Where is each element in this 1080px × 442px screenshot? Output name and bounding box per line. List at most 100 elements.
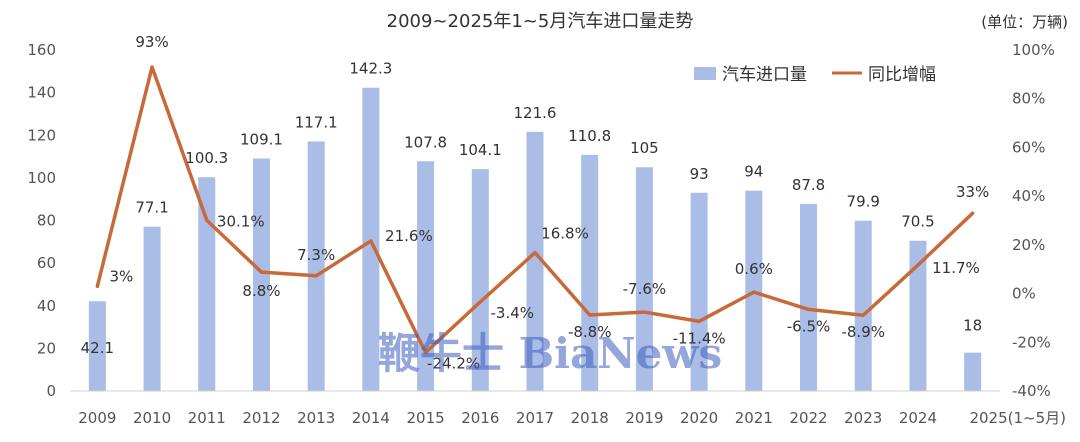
unit-note: (单位：万辆) [981,13,1068,31]
bar [581,154,599,391]
y-right-tick-label: 0% [1012,285,1036,303]
line-value-label: 3% [109,267,133,285]
line-point [916,263,920,267]
chart-title: 2009~2025年1~5月汽车进口量走势 [387,11,694,32]
x-tick-label: 2014 [352,409,390,427]
x-tick-label: 2013 [297,409,335,427]
bar-value-label: 121.6 [514,104,557,122]
line-point [697,319,701,323]
legend-bar-label: 汽车进口量 [722,65,807,85]
bar [964,352,982,391]
y-left-tick-label: 140 [27,84,56,102]
y-left-tick-label: 120 [27,126,56,144]
line-value-label: 8.8% [242,282,280,300]
line-value-label: -8.9% [841,323,885,341]
bar [526,131,544,391]
bar-value-label: 93 [690,165,709,183]
line-value-label: -24.2% [427,355,480,373]
x-tick-label: 2012 [242,409,280,427]
bar-value-label: 42.1 [81,339,114,357]
line-point [314,274,318,278]
bar [635,167,653,391]
line-point [971,211,975,215]
bar-value-label: 117.1 [295,113,338,131]
x-tick-label: 2015 [406,409,444,427]
y-left-tick-label: 100 [27,169,56,187]
line-value-label: 0.6% [735,260,773,278]
bar [252,158,270,391]
bar-value-label: 94 [744,163,763,181]
line-value-label: -6.5% [787,317,831,335]
x-tick-label: 2023 [844,409,882,427]
y-left-tick-label: 20 [37,339,56,357]
line-value-label: -7.6% [623,280,667,298]
y-left-tick-label: 80 [37,212,56,230]
line-point [642,310,646,314]
bar-value-label: 142.3 [349,60,392,78]
bar-value-label: 70.5 [901,213,934,231]
line-point [533,251,537,255]
line-point [861,313,865,317]
x-tick-label: 2009 [78,409,116,427]
y-left-tick-label: 40 [37,297,56,315]
bar-value-label: 104.1 [459,141,502,159]
bar-value-label: 105 [630,139,659,157]
bar [800,203,818,391]
bar-value-label: 77.1 [135,199,168,217]
line-point [424,351,428,355]
line-point [807,307,811,311]
bar-value-label: 18 [963,317,982,335]
line-value-label: 93% [135,33,168,51]
bar [854,220,872,391]
bar [690,192,708,391]
bar-value-label: 100.3 [185,149,228,167]
y-left-tick-label: 60 [37,254,56,272]
line-value-label: 16.8% [541,225,589,243]
line-value-label: -8.8% [568,323,612,341]
x-tick-label: 2018 [571,409,609,427]
x-tick-label: 2019 [625,409,663,427]
data-labels: 42.1 77.1 100.3 109.1 117.1 142.3 107.8 104.1 12… [81,33,990,372]
y-right-tick-label: -40% [1012,382,1051,400]
bar [143,226,161,391]
line-value-label: 33% [956,183,989,201]
legend-line-label: 同比增幅 [868,65,936,85]
x-tick-label: 2011 [188,409,226,427]
x-tick-label: 2021 [735,409,773,427]
bar-value-label: 87.8 [792,176,825,194]
line-value-label: -3.4% [491,304,535,322]
bar-value-label: 107.8 [404,133,447,151]
line-value-label: 7.3% [297,246,335,264]
line-point [205,218,209,222]
legend-bar-swatch [694,67,716,80]
x-tick-label: 2025(1~5月) [969,409,1066,427]
line-value-label: 11.7% [932,259,980,277]
line-point [95,284,99,288]
line-point [150,65,154,69]
y-left-tick-label: 160 [27,41,56,59]
x-tick-label: 2024 [899,409,937,427]
y-right-tick-label: 80% [1012,90,1045,108]
line-point [369,239,373,243]
bar-value-label: 79.9 [847,193,880,211]
x-tick-label: 2016 [461,409,499,427]
bar [909,240,927,391]
watermark: 鞭牛士 BiaNews [378,329,722,378]
bar-value-label: 109.1 [240,130,283,148]
y-right-tick-label: 40% [1012,187,1045,205]
bar-series [88,87,982,392]
x-tick-label: 2010 [133,409,171,427]
axes: 0 20 40 60 80 100 120 140 160 -40% -20% 0% 20% 40% 60%… [27,41,1066,427]
line-series [95,65,975,355]
line-point [588,313,592,317]
y-right-tick-label: 60% [1012,138,1045,156]
line-point [478,300,482,304]
y-left-tick-label: 0 [46,382,56,400]
bar [417,161,435,391]
legend: 汽车进口量 同比增幅 [694,65,936,85]
line-value-label: 21.6% [385,227,433,245]
line-point [259,270,263,274]
line-value-label: 30.1% [217,212,265,230]
x-tick-label: 2022 [789,409,827,427]
